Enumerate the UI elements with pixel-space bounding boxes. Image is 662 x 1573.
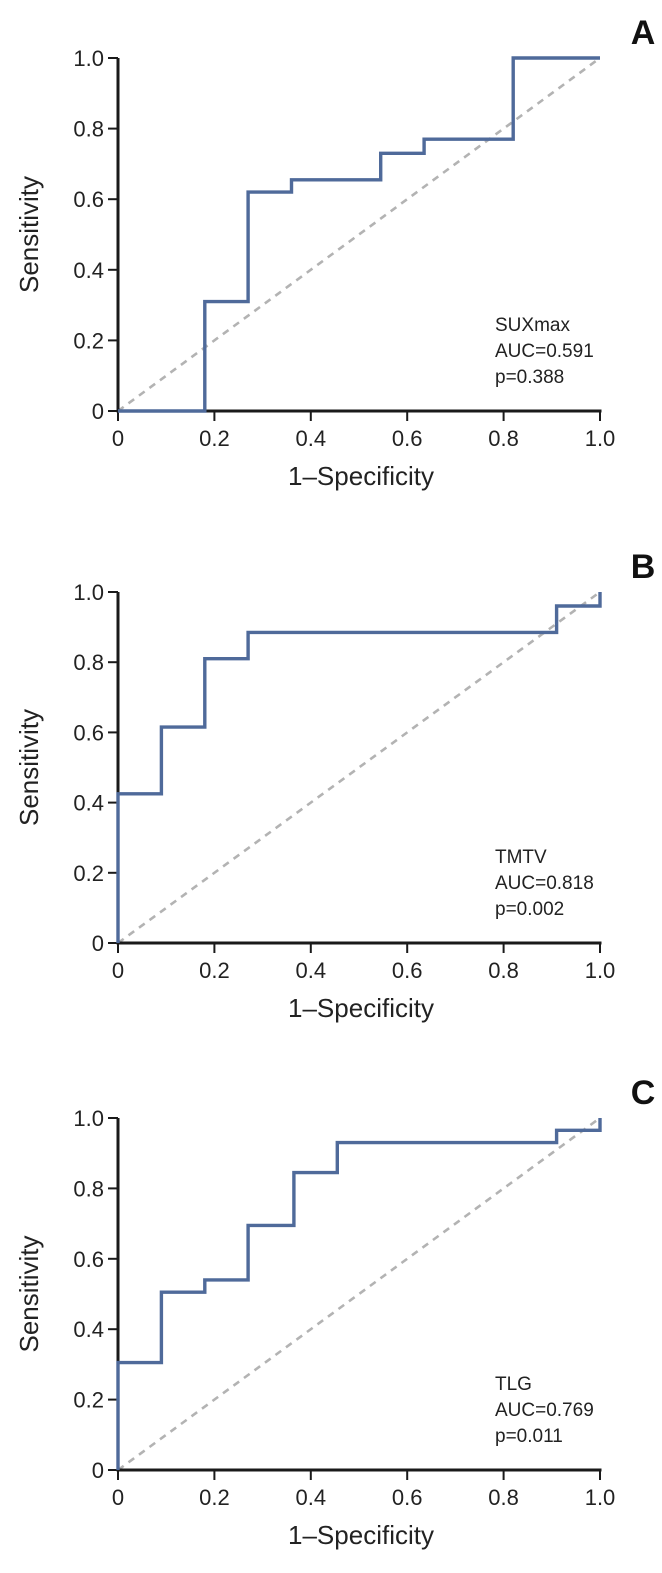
panel-letter: B	[631, 548, 656, 586]
y-tick-label: 0.2	[73, 1388, 104, 1413]
annotation-line: SUXmax	[495, 315, 570, 336]
x-tick-label: 0.6	[392, 958, 423, 983]
x-tick-label: 0.6	[392, 1485, 423, 1510]
y-tick-label: 0.4	[73, 258, 104, 283]
y-tick-label: 0.8	[73, 650, 104, 675]
roc-panel-a: 0 0.2 0.4 0.6 0.8 1.0 0 0.2 0.4 0.6 0.8 1.0 1–Specif…	[14, 14, 655, 491]
reference-diagonal-line	[117, 56, 601, 413]
x-tick-label: 0.2	[199, 1485, 230, 1510]
x-tick-label: 0.8	[488, 426, 519, 451]
x-tick-label: 0.8	[488, 1485, 519, 1510]
annotation-line: TLG	[495, 1374, 532, 1395]
y-tick-label: 0	[92, 399, 104, 424]
panel-letter: A	[631, 14, 656, 52]
reference-diagonal-line	[117, 1116, 601, 1472]
y-tick-label: 0.8	[73, 1176, 104, 1201]
x-axis-title: 1–Specificity	[288, 993, 434, 1023]
y-axis-title: Sensitivity	[14, 176, 44, 293]
x-tick-label: 1.0	[585, 426, 616, 451]
roc-curve-tlg	[116, 1118, 602, 1470]
annotation-line: AUC=0.591	[495, 341, 594, 362]
x-tick-label: 0	[112, 426, 124, 451]
roc-curve-tmtv	[116, 592, 602, 943]
y-tick-label: 0.4	[73, 1317, 104, 1342]
y-tick-label: 1.0	[73, 46, 104, 71]
annotation-line: p=0.388	[495, 367, 564, 388]
y-tick-label: 0.2	[73, 328, 104, 353]
x-tick-label: 0.2	[199, 958, 230, 983]
x-tick-label: 0.4	[296, 958, 327, 983]
x-tick-label: 0.2	[199, 426, 230, 451]
y-tick-label: 0.8	[73, 117, 104, 142]
x-tick-label: 0.8	[488, 958, 519, 983]
x-tick-label: 0.4	[296, 426, 327, 451]
y-tick-label: 0.6	[73, 187, 104, 212]
annotation-line: p=0.011	[495, 1426, 563, 1447]
y-axis-title: Sensitivity	[14, 1235, 44, 1352]
y-tick-label: 1.0	[73, 580, 104, 605]
y-tick-label: 0.6	[73, 720, 104, 745]
y-tick-label: 0.4	[73, 791, 104, 816]
panel-letter: C	[631, 1074, 656, 1112]
x-tick-label: 0.4	[296, 1485, 327, 1510]
y-axis-title: Sensitivity	[14, 709, 44, 826]
x-tick-label: 0	[112, 1485, 124, 1510]
roc-panel-c: 0 0.2 0.4 0.6 0.8 1.0 0 0.2 0.4 0.6 0.8 1.0 1–Specif…	[14, 1074, 655, 1550]
x-tick-label: 0	[112, 958, 124, 983]
roc-panel-b: 0 0.2 0.4 0.6 0.8 1.0 0 0.2 0.4 0.6 0.8 1.0 1–Specif…	[14, 548, 655, 1023]
x-axis-title: 1–Specificity	[288, 461, 434, 491]
annotation-line: AUC=0.818	[495, 873, 594, 894]
annotation-line: p=0.002	[495, 899, 564, 920]
y-tick-label: 0.2	[73, 861, 104, 886]
annotation-line: TMTV	[495, 847, 547, 868]
y-tick-label: 0	[92, 1458, 104, 1483]
reference-diagonal-line	[117, 590, 601, 945]
annotation-line: AUC=0.769	[495, 1400, 594, 1421]
x-tick-label: 1.0	[585, 958, 616, 983]
y-tick-label: 0	[92, 931, 104, 956]
y-tick-label: 0.6	[73, 1247, 104, 1272]
y-tick-label: 1.0	[73, 1106, 104, 1131]
x-tick-label: 0.6	[392, 426, 423, 451]
x-axis-title: 1–Specificity	[288, 1520, 434, 1550]
x-tick-label: 1.0	[585, 1485, 616, 1510]
roc-curve-suxmax	[118, 56, 600, 413]
